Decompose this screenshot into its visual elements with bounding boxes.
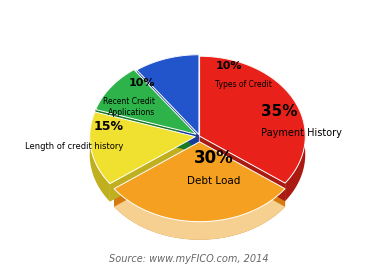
Text: 35%: 35% [261, 104, 297, 119]
Polygon shape [114, 189, 285, 240]
Polygon shape [90, 112, 110, 202]
Polygon shape [137, 55, 199, 134]
Text: 15%: 15% [93, 120, 124, 133]
Text: 10%: 10% [215, 61, 242, 71]
Polygon shape [199, 56, 305, 183]
Polygon shape [199, 136, 285, 201]
Polygon shape [137, 70, 199, 153]
Text: Recent Credit
Applications: Recent Credit Applications [103, 97, 155, 117]
Text: Length of credit history: Length of credit history [25, 142, 124, 151]
Polygon shape [114, 160, 285, 240]
Polygon shape [114, 142, 285, 222]
Polygon shape [110, 137, 195, 202]
Polygon shape [134, 70, 196, 152]
Polygon shape [114, 142, 199, 207]
Polygon shape [96, 109, 196, 152]
Text: Source: www.myFICO.com, 2014: Source: www.myFICO.com, 2014 [109, 254, 268, 264]
Text: Payment History: Payment History [261, 128, 342, 138]
Polygon shape [137, 55, 199, 88]
Polygon shape [96, 70, 134, 128]
Text: Types of Credit: Types of Credit [215, 80, 272, 89]
Text: 30%: 30% [193, 148, 233, 167]
Polygon shape [199, 142, 285, 207]
Polygon shape [96, 70, 196, 134]
Text: Debt Load: Debt Load [187, 176, 240, 186]
Text: 10%: 10% [129, 78, 155, 88]
Polygon shape [199, 56, 305, 201]
Polygon shape [90, 112, 195, 184]
Polygon shape [95, 112, 195, 155]
